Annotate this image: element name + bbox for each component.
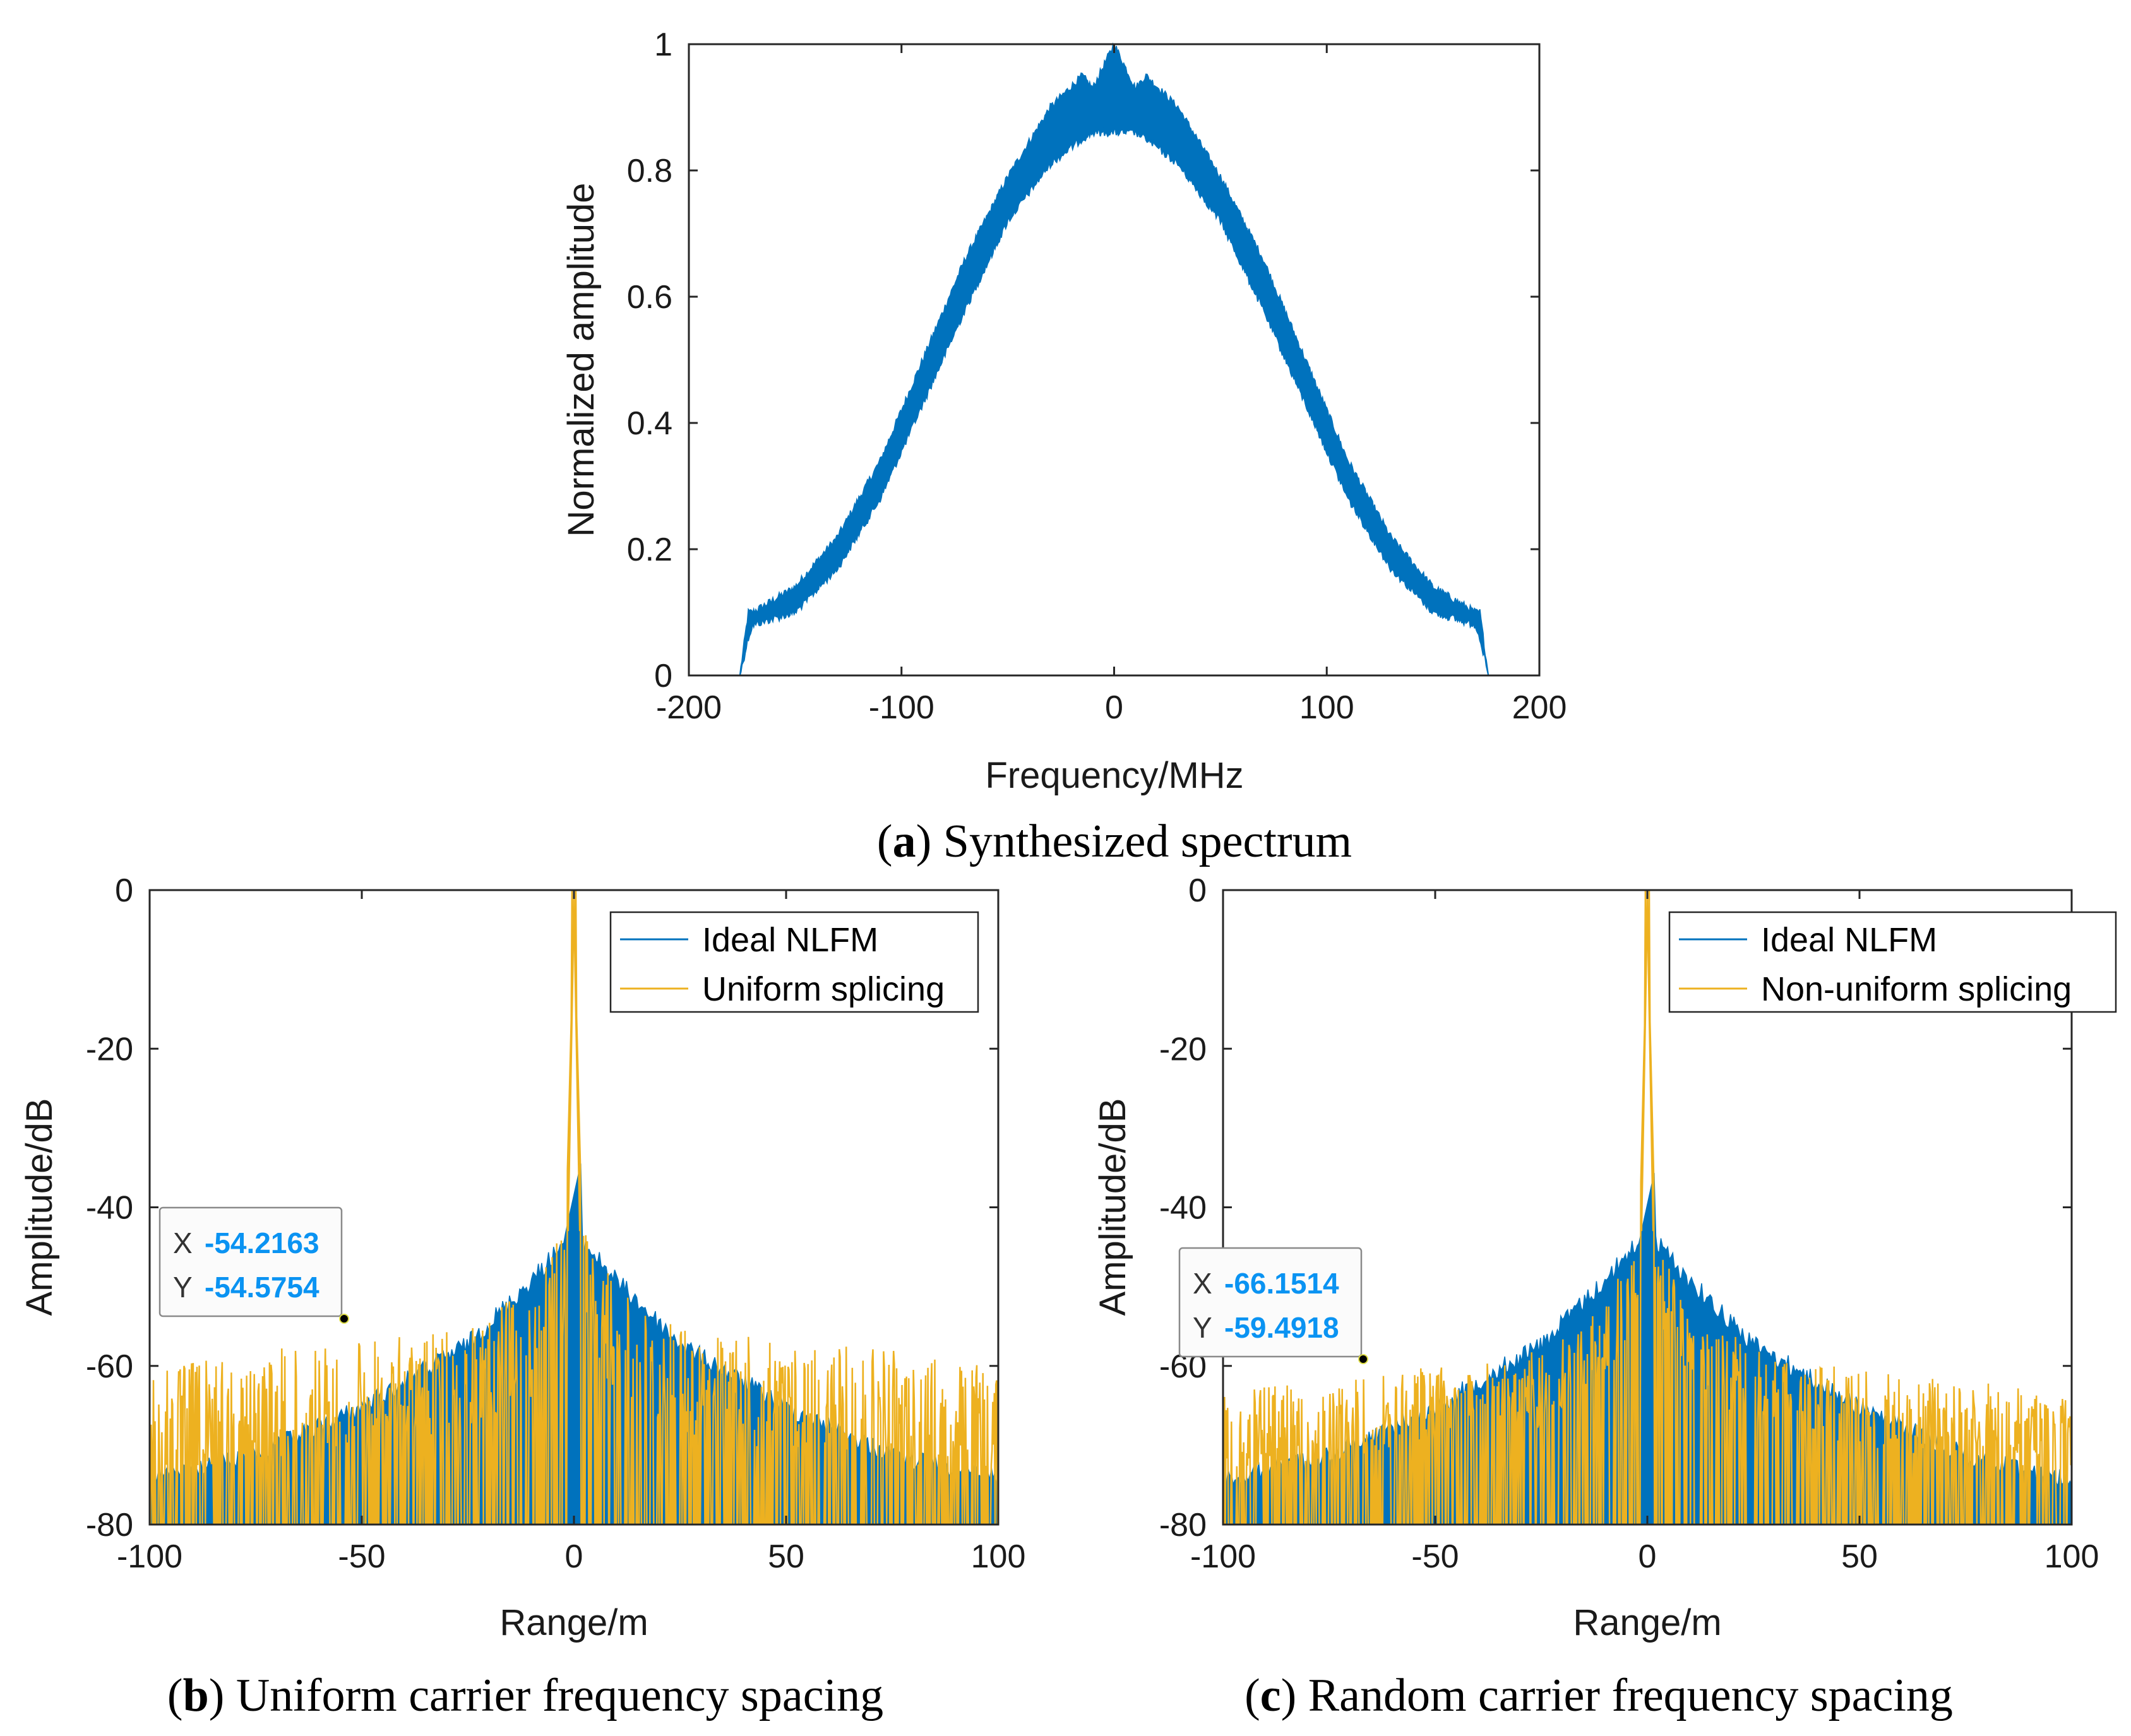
b-xlabel: Range/m — [499, 1602, 648, 1643]
c-datatip-y-value: -59.4918 — [1224, 1311, 1339, 1344]
c-caption: (c) Random carrier frequency spacing — [1245, 1670, 1953, 1721]
c-caption-text: ) Random carrier frequency spacing — [1281, 1670, 1953, 1721]
c-datatip-x-value: -66.1514 — [1224, 1267, 1339, 1300]
b-datatip[interactable]: X -54.2163 Y -54.5754 — [158, 1206, 349, 1324]
c-xtick-label: 50 — [1841, 1538, 1878, 1575]
c-xtick-label: -100 — [1190, 1538, 1256, 1575]
a-xlabel: Frequency/MHz — [985, 755, 1243, 796]
b-ytick-label: 0 — [115, 872, 133, 909]
a-ytick-label: 0.8 — [627, 153, 672, 189]
a-ytick-label: 0 — [654, 658, 672, 694]
c-datatip[interactable]: X -66.1514 Y -59.4918 — [1178, 1247, 1368, 1364]
c-datatip-x-label: X — [1193, 1267, 1212, 1300]
b-xtick-label: 0 — [565, 1538, 583, 1575]
b-legend: Ideal NLFM Uniform splicing — [609, 911, 979, 1013]
c-ytick-label: -20 — [1159, 1031, 1207, 1067]
c-xtick-label: 0 — [1639, 1538, 1657, 1575]
a-xtick-label: -200 — [656, 689, 722, 726]
b-xtick-label: 50 — [768, 1538, 804, 1575]
a-ytick-label: 0.6 — [627, 279, 672, 316]
c-xlabel: Range/m — [1573, 1602, 1721, 1643]
a-xtick-label: -100 — [869, 689, 934, 726]
c-xtick-label: 100 — [2044, 1538, 2099, 1575]
a-xtick-label: 200 — [1512, 689, 1567, 726]
panel-b-uniform-spacing: -100 -50 0 50 100 -80 -60 -40 -20 0 Range/m Ampli… — [19, 872, 1025, 1721]
b-caption: (b) Uniform carrier frequency spacing — [167, 1670, 883, 1721]
b-ylabel: Amplitude/dB — [19, 1098, 60, 1316]
b-caption-label: b — [183, 1670, 209, 1721]
c-xtick-label: -50 — [1411, 1538, 1459, 1575]
c-ylabel: Amplitude/dB — [1092, 1098, 1133, 1316]
panel-a-synthesized-spectrum: -200 -100 0 100 200 0 0.2 0.4 0.6 0.8 1 Frequency/… — [561, 27, 1567, 867]
a-caption-label: a — [893, 816, 916, 867]
a-ytick-label: 0.4 — [627, 405, 672, 442]
b-xtick-label: -50 — [338, 1538, 385, 1575]
c-ytick-label: -80 — [1159, 1507, 1207, 1543]
b-xtick-label: -100 — [117, 1538, 182, 1575]
a-ylabel: Normalized amplitude — [561, 183, 602, 537]
b-datatip-y-value: -54.5754 — [205, 1271, 319, 1304]
b-ytick-label: -20 — [86, 1031, 133, 1067]
c-legend-nonuniform: Non-uniform splicing — [1761, 970, 2072, 1008]
c-datatip-marker — [1358, 1354, 1368, 1364]
c-legend: Ideal NLFM Non-uniform splicing — [1668, 911, 2117, 1013]
b-ytick-label: -60 — [86, 1348, 133, 1385]
panel-c-random-spacing: -100 -50 0 50 100-80-60-40-200 Range/m Ampli… — [1092, 872, 2117, 1721]
c-caption-label: c — [1260, 1670, 1281, 1721]
b-xtick-label: 100 — [971, 1538, 1026, 1575]
a-xtick-label: 100 — [1299, 689, 1354, 726]
c-ytick-label: -40 — [1159, 1190, 1207, 1227]
a-caption-text: ) Synthesized spectrum — [916, 816, 1352, 867]
c-ytick-label: 0 — [1188, 872, 1207, 909]
c-datatip-y-label: Y — [1193, 1311, 1212, 1344]
a-xtick-label: 0 — [1105, 689, 1123, 726]
b-caption-text: ) Uniform carrier frequency spacing — [209, 1670, 883, 1721]
c-legend-ideal: Ideal NLFM — [1761, 921, 1937, 959]
b-datatip-x-value: -54.2163 — [205, 1227, 319, 1259]
b-legend-ideal: Ideal NLFM — [702, 921, 878, 959]
b-datatip-y-label: Y — [173, 1271, 193, 1304]
a-series-synthesized-spectrum — [689, 42, 1539, 676]
a-caption: (a) Synthesized spectrum — [877, 816, 1352, 867]
b-datatip-marker — [339, 1314, 349, 1324]
b-legend-uniform: Uniform splicing — [702, 970, 945, 1008]
b-ytick-label: -40 — [86, 1190, 133, 1227]
a-ytick-label: 0.2 — [627, 532, 672, 568]
b-ytick-label: -80 — [86, 1507, 133, 1543]
a-ytick-label: 1 — [654, 27, 672, 63]
b-datatip-x-label: X — [173, 1227, 193, 1259]
